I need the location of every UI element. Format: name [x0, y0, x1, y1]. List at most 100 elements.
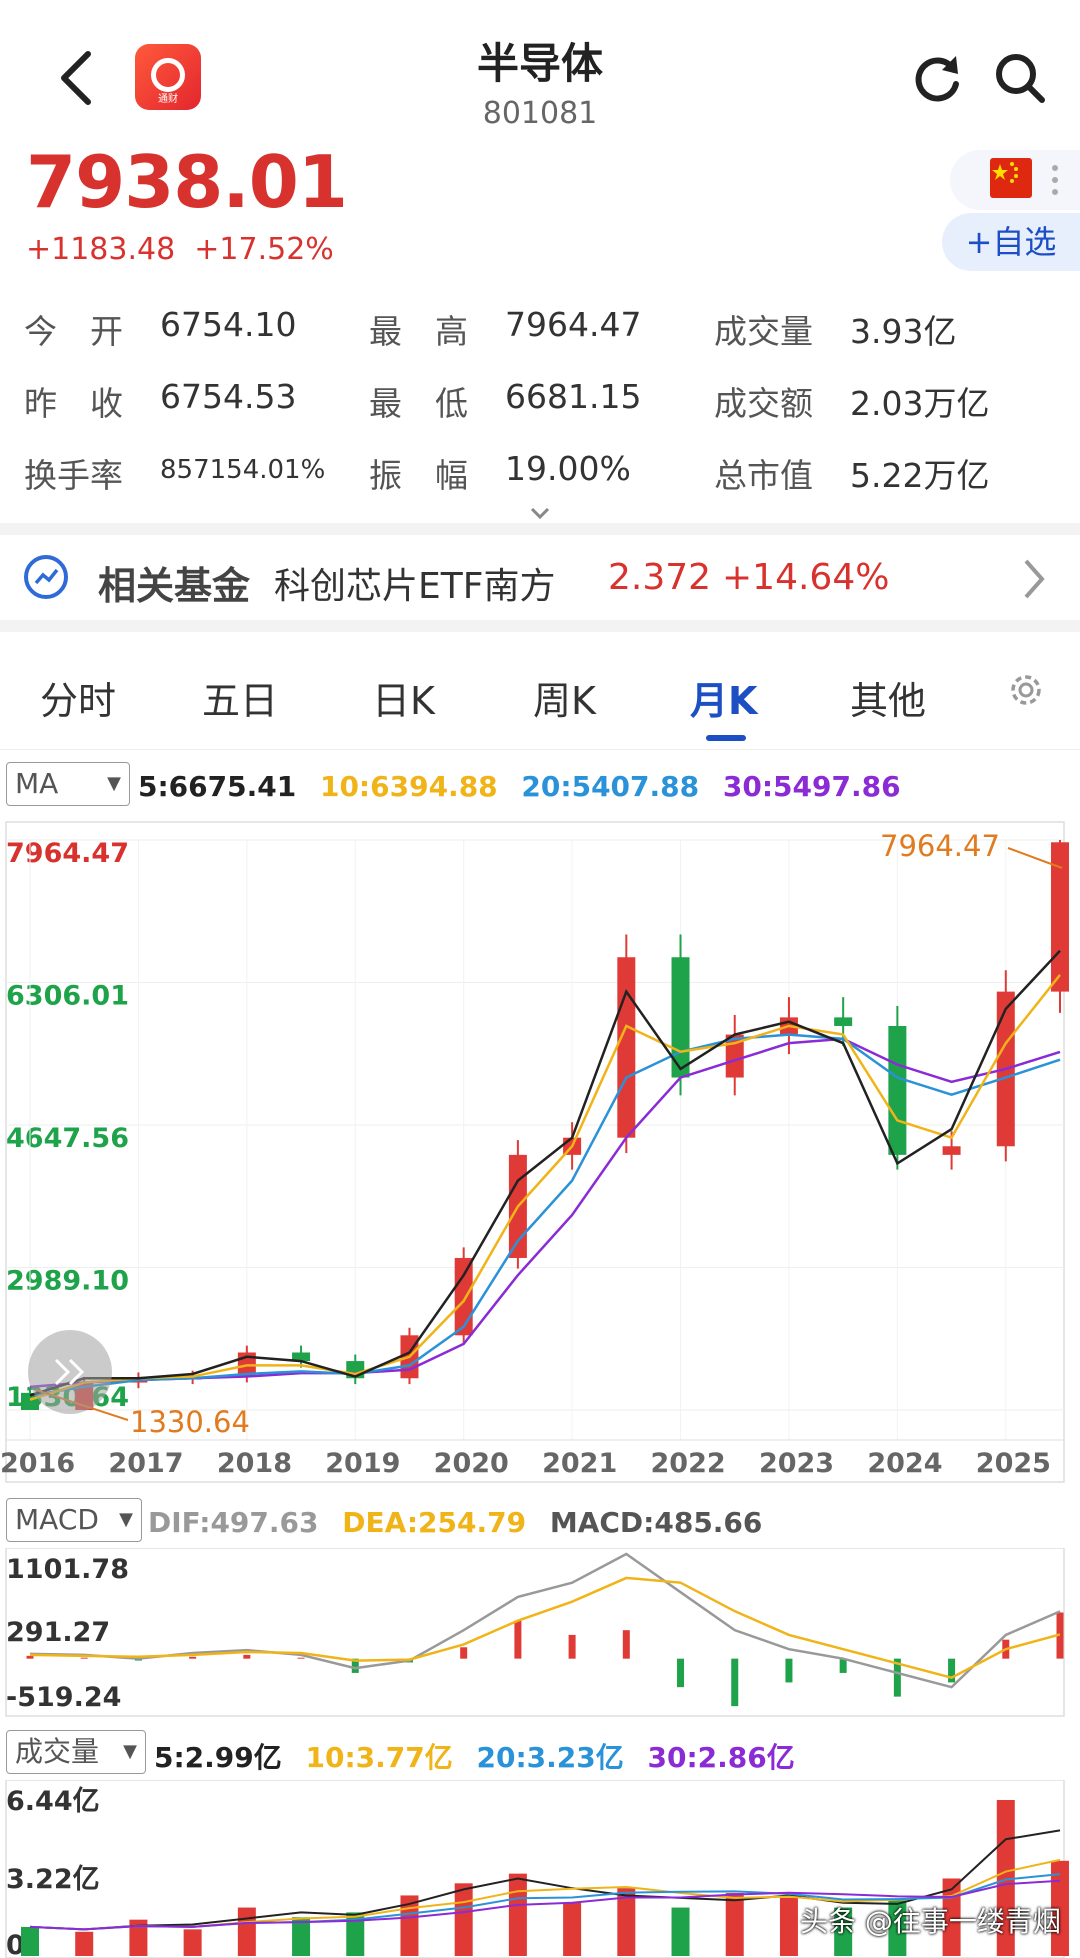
expand-chevron-icon[interactable]: [528, 505, 552, 521]
candlestick-chart[interactable]: 7964.47 6306.01 4647.56 2989.10 1330.64 2016 2…: [0, 820, 1080, 1490]
macd-chart[interactable]: 1101.78 291.27 -519.24: [0, 1548, 1080, 1718]
candle-body: [617, 957, 636, 1138]
back-arrow-icon[interactable]: [54, 48, 98, 108]
candle-body: [454, 1257, 473, 1336]
ma30-legend: 30:5497.86: [722, 770, 901, 803]
volume-bar: [1051, 1860, 1069, 1956]
candle-body: [292, 1352, 311, 1362]
active-tab-indicator: [706, 735, 746, 741]
vol-ma10-legend: 10:3.77亿: [305, 1741, 453, 1774]
ma20-legend: 20:5407.88: [521, 770, 700, 803]
volume-ma-line: [29, 1829, 1061, 1931]
candle-body: [725, 1034, 744, 1078]
volume-bar: [292, 1917, 311, 1956]
dropdown-icon: ▼: [123, 1741, 137, 1762]
stat-label: 换手率: [24, 456, 123, 495]
x-tick-label: 2019: [325, 1448, 400, 1479]
dea-legend: DEA:254.79: [342, 1506, 527, 1539]
change-percent: +17.52%: [194, 232, 334, 267]
market-flag-button[interactable]: [950, 150, 1080, 210]
chart-frame: [5, 821, 1065, 1483]
tab-daily-k[interactable]: 日K: [372, 679, 435, 723]
y-tick-label: 4647.56: [6, 1123, 129, 1154]
watermark: 头条 @往事一缕青烟: [800, 1905, 1061, 1938]
macd-value-legend: MACD:485.66: [549, 1506, 763, 1539]
stat-value: 6754.10: [160, 305, 297, 344]
page-title: 半导体: [476, 39, 603, 88]
stat-value: 7964.47: [505, 305, 642, 344]
indicator-select-macd[interactable]: MACD ▼: [6, 1498, 142, 1542]
tab-intraday[interactable]: 分时: [40, 679, 117, 723]
vol-ma30-legend: 30:2.86亿: [647, 1741, 795, 1774]
tab-other[interactable]: 其他: [850, 679, 927, 723]
tab-monthly-k[interactable]: 月K: [690, 679, 758, 723]
stat-value: 3.93亿: [850, 312, 957, 351]
indicator-select-volume[interactable]: 成交量 ▼: [6, 1730, 146, 1774]
stat-value: 6754.53: [160, 377, 297, 416]
tab-five-day[interactable]: 五日: [202, 679, 279, 723]
select-value: 成交量: [15, 1735, 100, 1768]
ma5-line: [29, 949, 1061, 1397]
volume-legend: 5:2.99亿 10:3.77亿 20:3.23亿 30:2.86亿: [154, 1736, 809, 1776]
divider: [0, 523, 1080, 535]
vol-ma5-legend: 5:2.99亿: [154, 1741, 282, 1774]
macd-legend: DIF:497.63 DEA:254.79 MACD:485.66: [148, 1506, 776, 1539]
refresh-icon[interactable]: [910, 50, 966, 106]
volume-bar: [400, 1895, 419, 1956]
period-tabs: 分时 五日 日K 周K 月K 其他: [0, 640, 1080, 750]
related-fund-row[interactable]: 相关基金 科创芯片ETF南方 2.372 +14.64%: [0, 535, 1080, 627]
volume-bar: [21, 1926, 39, 1956]
candle-body: [888, 1025, 907, 1155]
max-marker-label: 7964.47: [880, 829, 1000, 863]
y-tick-label: 6.44亿: [6, 1786, 100, 1817]
stat-label: 最 低: [369, 384, 468, 423]
add-watchlist-button[interactable]: +自选: [942, 213, 1080, 271]
stat-label: 成交量: [714, 312, 813, 351]
volume-chart[interactable]: 6.44亿 3.22亿 0: [0, 1780, 1080, 1958]
dropdown-icon: ▼: [119, 1509, 133, 1530]
app-logo-icon: 通财: [135, 44, 201, 110]
ma10-legend: 10:6394.88: [319, 770, 498, 803]
divider: [0, 620, 1080, 632]
x-tick-label: 2018: [217, 1448, 292, 1479]
change-value: +1183.48: [26, 232, 176, 267]
double-chevron-icon: [54, 1358, 71, 1386]
fund-price: 2.372: [608, 557, 712, 598]
dea-line: [29, 1576, 1061, 1680]
stat-label: 昨 收: [24, 384, 123, 423]
tab-weekly-k[interactable]: 周K: [533, 679, 596, 723]
settings-gear-icon[interactable]: [1004, 668, 1048, 712]
volume-bar: [129, 1919, 148, 1956]
x-tick-label: 2025: [976, 1448, 1051, 1479]
search-icon[interactable]: [992, 50, 1048, 106]
dif-legend: DIF:497.63: [148, 1506, 319, 1539]
y-tick-label: 7964.47: [6, 838, 129, 869]
chart-frame: [5, 1548, 1065, 1717]
volume-bar: [237, 1907, 256, 1956]
price-change: +1183.48 +17.52%: [26, 232, 334, 267]
fund-label: 相关基金: [98, 564, 251, 608]
select-value: MACD: [15, 1503, 99, 1536]
vol-ma20-legend: 20:3.23亿: [476, 1741, 624, 1774]
volume-bar: [563, 1902, 582, 1956]
header: 通财 半导体 801081: [0, 0, 1080, 140]
volume-bar: [779, 1897, 798, 1956]
volume-bar: [75, 1931, 94, 1956]
volume-bar: [617, 1888, 636, 1956]
volume-bar: [725, 1893, 744, 1956]
stat-label: 成交额: [714, 384, 813, 423]
double-chevron-icon: [68, 1358, 85, 1386]
y-tick-label: 3.22亿: [6, 1864, 100, 1895]
y-tick-label: 2989.10: [6, 1265, 129, 1296]
ma5-legend: 5:6675.41: [138, 770, 297, 803]
x-tick-label: 2024: [867, 1448, 942, 1479]
stat-label: 总市值: [714, 456, 813, 495]
ma20-line: [29, 1033, 1061, 1397]
indicator-select-ma[interactable]: MA ▼: [6, 762, 130, 806]
volume-ma-line: [29, 1879, 1061, 1931]
volume-bar: [346, 1912, 365, 1956]
stock-code: 801081: [482, 96, 598, 131]
x-tick-label: 2020: [434, 1448, 509, 1479]
y-tick-label: -519.24: [6, 1682, 121, 1713]
stat-label: 最 高: [369, 312, 468, 351]
